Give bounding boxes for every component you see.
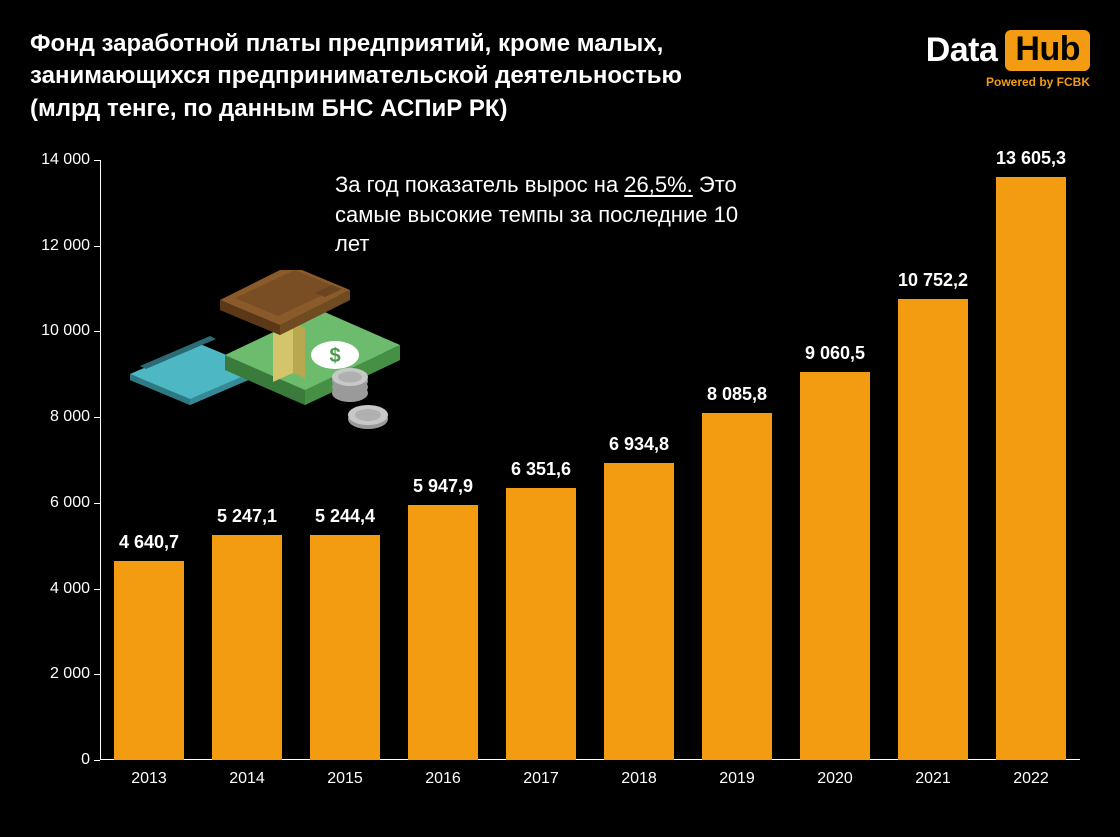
y-tick-label: 2 000 [30,665,90,683]
bar-value-label: 4 640,7 [79,532,219,553]
logo-row: Data Hub [926,30,1090,71]
y-tick-mark [94,589,100,590]
x-tick-label: 2021 [883,770,983,788]
bar [604,463,675,760]
bar [212,535,283,760]
bar-value-label: 8 085,8 [667,384,807,405]
y-tick-label: 8 000 [30,408,90,426]
y-tick-mark [94,760,100,761]
infographic-page: Фонд заработной платы предприятий, кроме… [0,0,1120,837]
bar-value-label: 6 934,8 [569,434,709,455]
page-title: Фонд заработной платы предприятий, кроме… [30,28,750,125]
bar-chart: 4 640,720135 247,120145 244,420155 947,9… [30,150,1090,810]
bar [800,372,871,760]
y-tick-mark [94,331,100,332]
x-tick-label: 2019 [687,770,787,788]
y-tick-label: 12 000 [30,237,90,255]
logo: Data Hub Powered by FCBK [926,30,1090,89]
x-tick-label: 2015 [295,770,395,788]
bar [310,535,381,760]
x-tick-label: 2017 [491,770,591,788]
bar-value-label: 13 605,3 [961,148,1101,169]
y-tick-label: 6 000 [30,494,90,512]
y-tick-label: 10 000 [30,322,90,340]
bar [898,299,969,760]
x-tick-label: 2018 [589,770,689,788]
bar-value-label: 10 752,2 [863,270,1003,291]
y-tick-label: 0 [30,751,90,769]
bars-container: 4 640,720135 247,120145 244,420155 947,9… [100,160,1080,760]
bar-value-label: 9 060,5 [765,343,905,364]
bar [408,505,479,760]
y-tick-mark [94,503,100,504]
bar [506,488,577,760]
y-tick-mark [94,246,100,247]
y-tick-label: 4 000 [30,580,90,598]
x-tick-label: 2014 [197,770,297,788]
x-tick-label: 2022 [981,770,1081,788]
logo-subtitle: Powered by FCBK [926,75,1090,89]
logo-left: Data [926,31,998,70]
y-tick-mark [94,674,100,675]
bar [702,413,773,760]
plot-area: 4 640,720135 247,120145 244,420155 947,9… [100,160,1080,760]
y-tick-mark [94,160,100,161]
logo-right: Hub [1005,30,1090,71]
bar-value-label: 6 351,6 [471,459,611,480]
y-tick-label: 14 000 [30,151,90,169]
bar-value-label: 5 244,4 [275,506,415,527]
x-tick-label: 2020 [785,770,885,788]
x-tick-label: 2016 [393,770,493,788]
bar [996,177,1067,760]
bar [114,561,185,760]
y-tick-mark [94,417,100,418]
x-tick-label: 2013 [99,770,199,788]
